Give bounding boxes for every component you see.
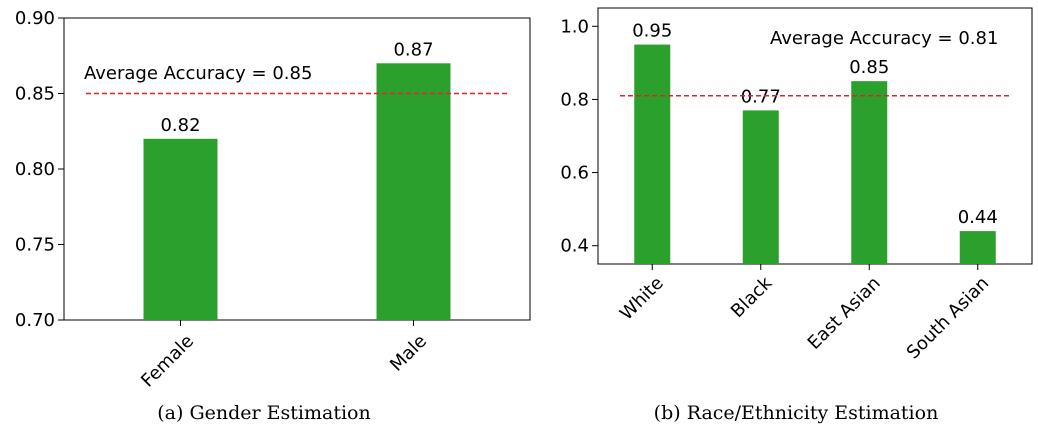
race-average-label: Average Accuracy = 0.81: [770, 28, 998, 49]
bar-value-label: 0.77: [741, 86, 781, 107]
bar-black: [742, 110, 779, 265]
y-tick-label: 0.75: [15, 235, 55, 256]
gender-chart: 0.70 0.75 0.80 0.85 0.90 0.82 0.87 Average Ac…: [15, 8, 531, 424]
gender-average-label: Average Accuracy = 0.85: [84, 63, 312, 84]
race-caption: (b) Race/Ethnicity Estimation: [654, 402, 939, 424]
y-tick-label: 0.85: [15, 84, 55, 105]
y-tick-label: 0.80: [15, 159, 55, 180]
x-tick-label: East Asian: [804, 273, 885, 354]
x-tick-label: Black: [727, 272, 777, 322]
race-plot-frame: [597, 7, 1033, 265]
bar-value-label: 0.95: [632, 21, 672, 42]
x-tick-label: Male: [386, 331, 431, 376]
bar-east-asian: [851, 81, 888, 265]
y-tick-label: 0.70: [15, 310, 55, 331]
x-tick-label: Female: [137, 331, 198, 392]
bar-value-label: 0.82: [160, 115, 200, 136]
y-tick-label: 0.6: [560, 163, 589, 184]
x-tick-label: South Asian: [903, 273, 994, 364]
bar-value-label: 0.44: [958, 207, 998, 228]
y-tick-label: 1.0: [560, 16, 589, 37]
bar-value-label: 0.85: [849, 57, 889, 78]
race-chart: 0.4 0.6 0.8 1.0 0.95 0.77 0.85 0.44 Average Ac…: [560, 7, 1033, 424]
y-tick-label: 0.8: [560, 89, 589, 110]
bar-white: [634, 44, 671, 265]
bar-value-label: 0.87: [393, 39, 433, 60]
bar-south-asian: [959, 231, 996, 264]
gender-caption: (a) Gender Estimation: [157, 402, 370, 424]
y-tick-label: 0.4: [560, 236, 589, 257]
y-tick-label: 0.90: [15, 8, 55, 29]
bar-male: [376, 63, 451, 321]
x-tick-label: White: [616, 273, 668, 325]
bar-female: [143, 138, 218, 320]
